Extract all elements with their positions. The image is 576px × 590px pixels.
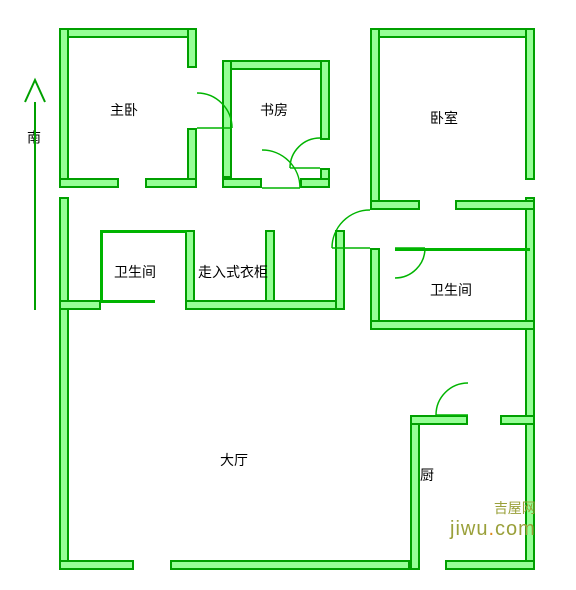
- watermark: 吉屋网jiwu.com: [450, 498, 536, 541]
- floor-plan-canvas: 主卧书房卧室卫生间走入式衣柜卫生间大厅厨南吉屋网jiwu.com: [0, 0, 576, 590]
- watermark-en-pre: jiwu: [450, 518, 488, 540]
- watermark-en-post: com: [495, 518, 536, 540]
- watermark-cn: 吉屋网: [450, 498, 536, 518]
- watermark-en: jiwu.com: [450, 518, 536, 541]
